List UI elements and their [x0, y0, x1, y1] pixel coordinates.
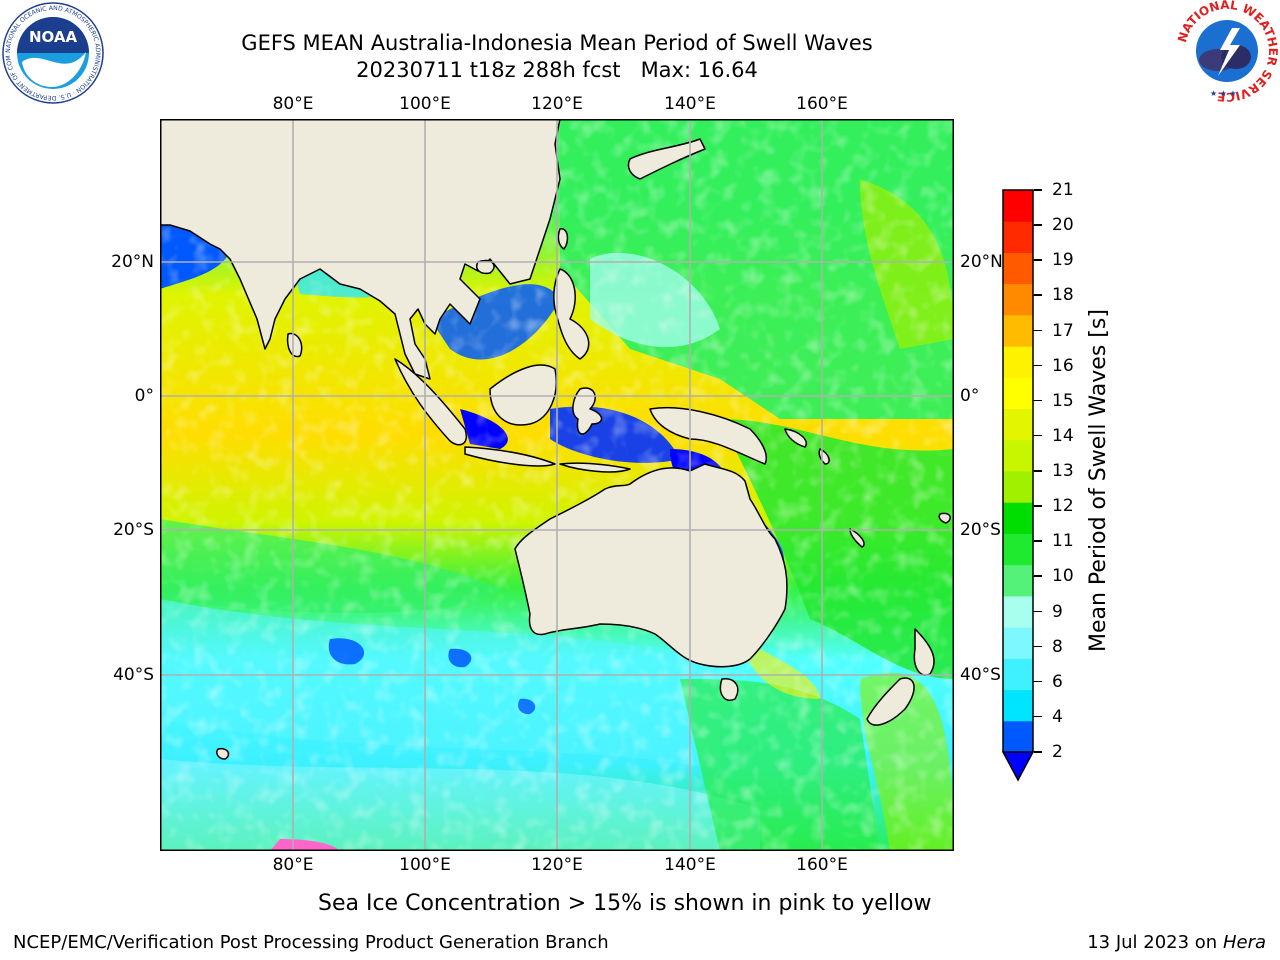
lat-label-right: 40°S	[960, 665, 1001, 685]
colorbar-tick-label: 14	[1052, 425, 1074, 446]
colorbar-segment	[1003, 190, 1033, 222]
colorbar-segment	[1003, 471, 1033, 503]
colorbar-tick-mark	[1034, 364, 1042, 367]
colorbar-tick-label: 4	[1052, 706, 1063, 727]
colorbar-tick-mark	[1034, 189, 1042, 191]
sea-ice-caption: Sea Ice Concentration > 15% is shown in …	[318, 891, 932, 916]
colorbar-tick-label: 9	[1052, 601, 1063, 622]
colorbar-tick-label: 10	[1052, 566, 1074, 587]
colorbar-tick-mark	[1034, 224, 1042, 226]
lat-label-right: 20°N	[960, 252, 1003, 272]
svg-text:★ ★ ★: ★ ★ ★	[1210, 89, 1237, 98]
map-subtitle: 20230711 t18z 288h fcst Max: 16.64	[356, 58, 758, 82]
nws-logo: NATIONAL WEATHER SERVICE ★ ★ ★	[1175, 0, 1280, 104]
lat-label-right: 20°S	[960, 520, 1001, 540]
colorbar-segment	[1003, 658, 1033, 691]
colorbar-segment	[1003, 502, 1033, 534]
colorbar-segment	[1003, 408, 1033, 441]
lon-label-bottom: 140°E	[664, 855, 716, 875]
colorbar-tick-label: 2	[1052, 742, 1063, 762]
lat-label-left: 20°N	[111, 252, 154, 272]
colorbar-tick-mark	[1034, 294, 1042, 296]
colorbar-tick-label: 11	[1052, 531, 1074, 552]
colorbar-tick-label: 13	[1052, 461, 1074, 481]
colorbar-segment	[1003, 252, 1033, 285]
colorbar-segment	[1003, 439, 1033, 472]
colorbar-tick-label: 18	[1052, 285, 1074, 306]
lon-label-bottom: 80°E	[272, 855, 314, 875]
colorbar	[1001, 188, 1035, 784]
colorbar-segment	[1003, 533, 1033, 566]
colorbar-under-arrow	[1001, 751, 1035, 782]
colorbar-segment	[1003, 346, 1033, 378]
lat-label-left: 40°S	[113, 665, 154, 685]
lon-label-top: 80°E	[272, 94, 314, 114]
lat-label-left: 0°	[134, 386, 154, 406]
lon-label-top: 100°E	[399, 94, 451, 114]
svg-text:NOAA: NOAA	[29, 28, 78, 46]
noaa-logo: NATIONAL OCEANIC AND ATMOSPHERIC ADMINIS…	[0, 0, 104, 104]
colorbar-tick-mark	[1034, 505, 1042, 507]
colorbar-segment	[1003, 564, 1033, 597]
footer-credit: NCEP/EMC/Verification Post Processing Pr…	[13, 932, 609, 953]
land	[159, 118, 951, 760]
colorbar-tick-label: 8	[1052, 636, 1063, 657]
colorbar-tick-label: 16	[1052, 355, 1074, 376]
map-title: GEFS MEAN Australia-Indonesia Mean Perio…	[241, 31, 873, 55]
swell-period-map	[159, 118, 954, 851]
lon-label-top: 120°E	[531, 94, 583, 114]
colorbar-tick-mark	[1034, 751, 1042, 753]
lat-label-left: 20°S	[113, 520, 154, 540]
footer-date: 13 Jul 2023 on Hera	[1087, 932, 1266, 954]
colorbar-tick-mark	[1034, 575, 1042, 577]
colorbar-segment	[1003, 595, 1033, 628]
colorbar-tick-label: 21	[1052, 180, 1074, 200]
colorbar-tick-mark	[1034, 680, 1042, 683]
lon-label-top: 140°E	[664, 94, 716, 114]
colorbar-title: Mean Period of Swell Waves [s]	[1086, 309, 1111, 652]
colorbar-tick-mark	[1034, 715, 1042, 718]
colorbar-tick-label: 20	[1052, 215, 1074, 236]
lon-label-bottom: 100°E	[399, 855, 451, 875]
colorbar-tick-label: 6	[1052, 671, 1063, 692]
lon-label-top: 160°E	[796, 94, 848, 114]
colorbar-segment	[1003, 720, 1033, 753]
colorbar-tick-label: 15	[1052, 390, 1074, 411]
colorbar-segment	[1003, 627, 1033, 659]
colorbar-tick-mark	[1034, 470, 1042, 472]
colorbar-tick-mark	[1034, 610, 1042, 612]
footer-host: Hera	[1222, 932, 1266, 953]
lat-label-right: 0°	[960, 386, 980, 406]
colorbar-tick-mark	[1034, 329, 1042, 331]
colorbar-segment	[1003, 314, 1033, 347]
colorbar-tick-label: 12	[1052, 496, 1074, 517]
colorbar-segment	[1003, 283, 1033, 316]
colorbar-segment	[1003, 689, 1033, 722]
colorbar-tick-label: 19	[1052, 250, 1074, 271]
colorbar-tick-label: 17	[1052, 320, 1074, 341]
footer-date-text: 13 Jul 2023 on	[1087, 932, 1223, 953]
colorbar-tick-mark	[1034, 434, 1042, 437]
lon-label-bottom: 120°E	[531, 855, 583, 875]
colorbar-segment	[1003, 221, 1033, 253]
colorbar-tick-mark	[1034, 259, 1042, 261]
colorbar-tick-mark	[1034, 645, 1042, 648]
colorbar-tick-mark	[1034, 399, 1042, 402]
colorbar-tick-mark	[1034, 540, 1042, 542]
graticule	[160, 119, 954, 851]
colorbar-segment	[1003, 377, 1033, 410]
lon-label-bottom: 160°E	[796, 855, 848, 875]
